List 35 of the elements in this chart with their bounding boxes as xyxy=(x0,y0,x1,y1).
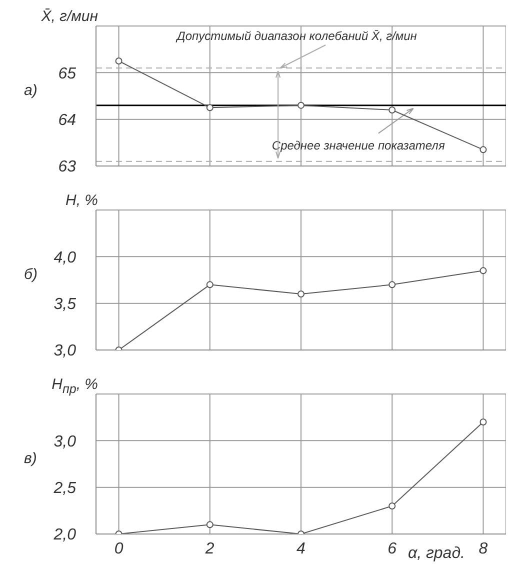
y-axis-title: H, % xyxy=(64,192,98,209)
annotation: Допустимый диапазон колебаний X̄, г/мин xyxy=(174,29,418,43)
point xyxy=(206,281,214,288)
point xyxy=(115,58,122,64)
y-tick-label: 63 xyxy=(58,158,76,176)
text: б) xyxy=(24,266,38,283)
y-tick-label: 3,0 xyxy=(54,433,76,450)
y-axis-title: X̄, г/мин xyxy=(40,8,98,25)
y-tick-label: 3,0 xyxy=(54,342,76,360)
x-tick-label: 0 xyxy=(114,540,124,558)
text: а) xyxy=(24,82,38,99)
x-tick-label: 4 xyxy=(296,540,306,558)
x-tick-label: 6 xyxy=(388,540,397,558)
y-tick-label: 2,0 xyxy=(52,526,76,544)
point xyxy=(388,281,396,288)
x-tick-label: 8 xyxy=(478,540,488,558)
point xyxy=(480,267,487,274)
y-tick-label: 2,5 xyxy=(52,480,76,498)
point xyxy=(480,418,487,426)
y-tick-label: 64 xyxy=(58,112,76,130)
point xyxy=(206,521,214,528)
point xyxy=(298,102,304,109)
x-tick-label: 2 xyxy=(204,540,214,558)
point xyxy=(480,146,487,154)
point xyxy=(298,290,304,298)
y-tick-label: 3,5 xyxy=(54,296,76,314)
point xyxy=(206,104,214,112)
y-tick-label: 4,0 xyxy=(54,249,76,266)
point xyxy=(388,106,396,114)
y-tick-label: 65 xyxy=(58,65,76,82)
x-axis-title: α, град. xyxy=(408,545,465,562)
text: в) xyxy=(24,450,37,467)
y-axis-title: H$_{пр}$, % xyxy=(50,376,98,396)
point xyxy=(388,502,396,510)
ref-line-label: Среднее значение показателя xyxy=(272,138,446,152)
